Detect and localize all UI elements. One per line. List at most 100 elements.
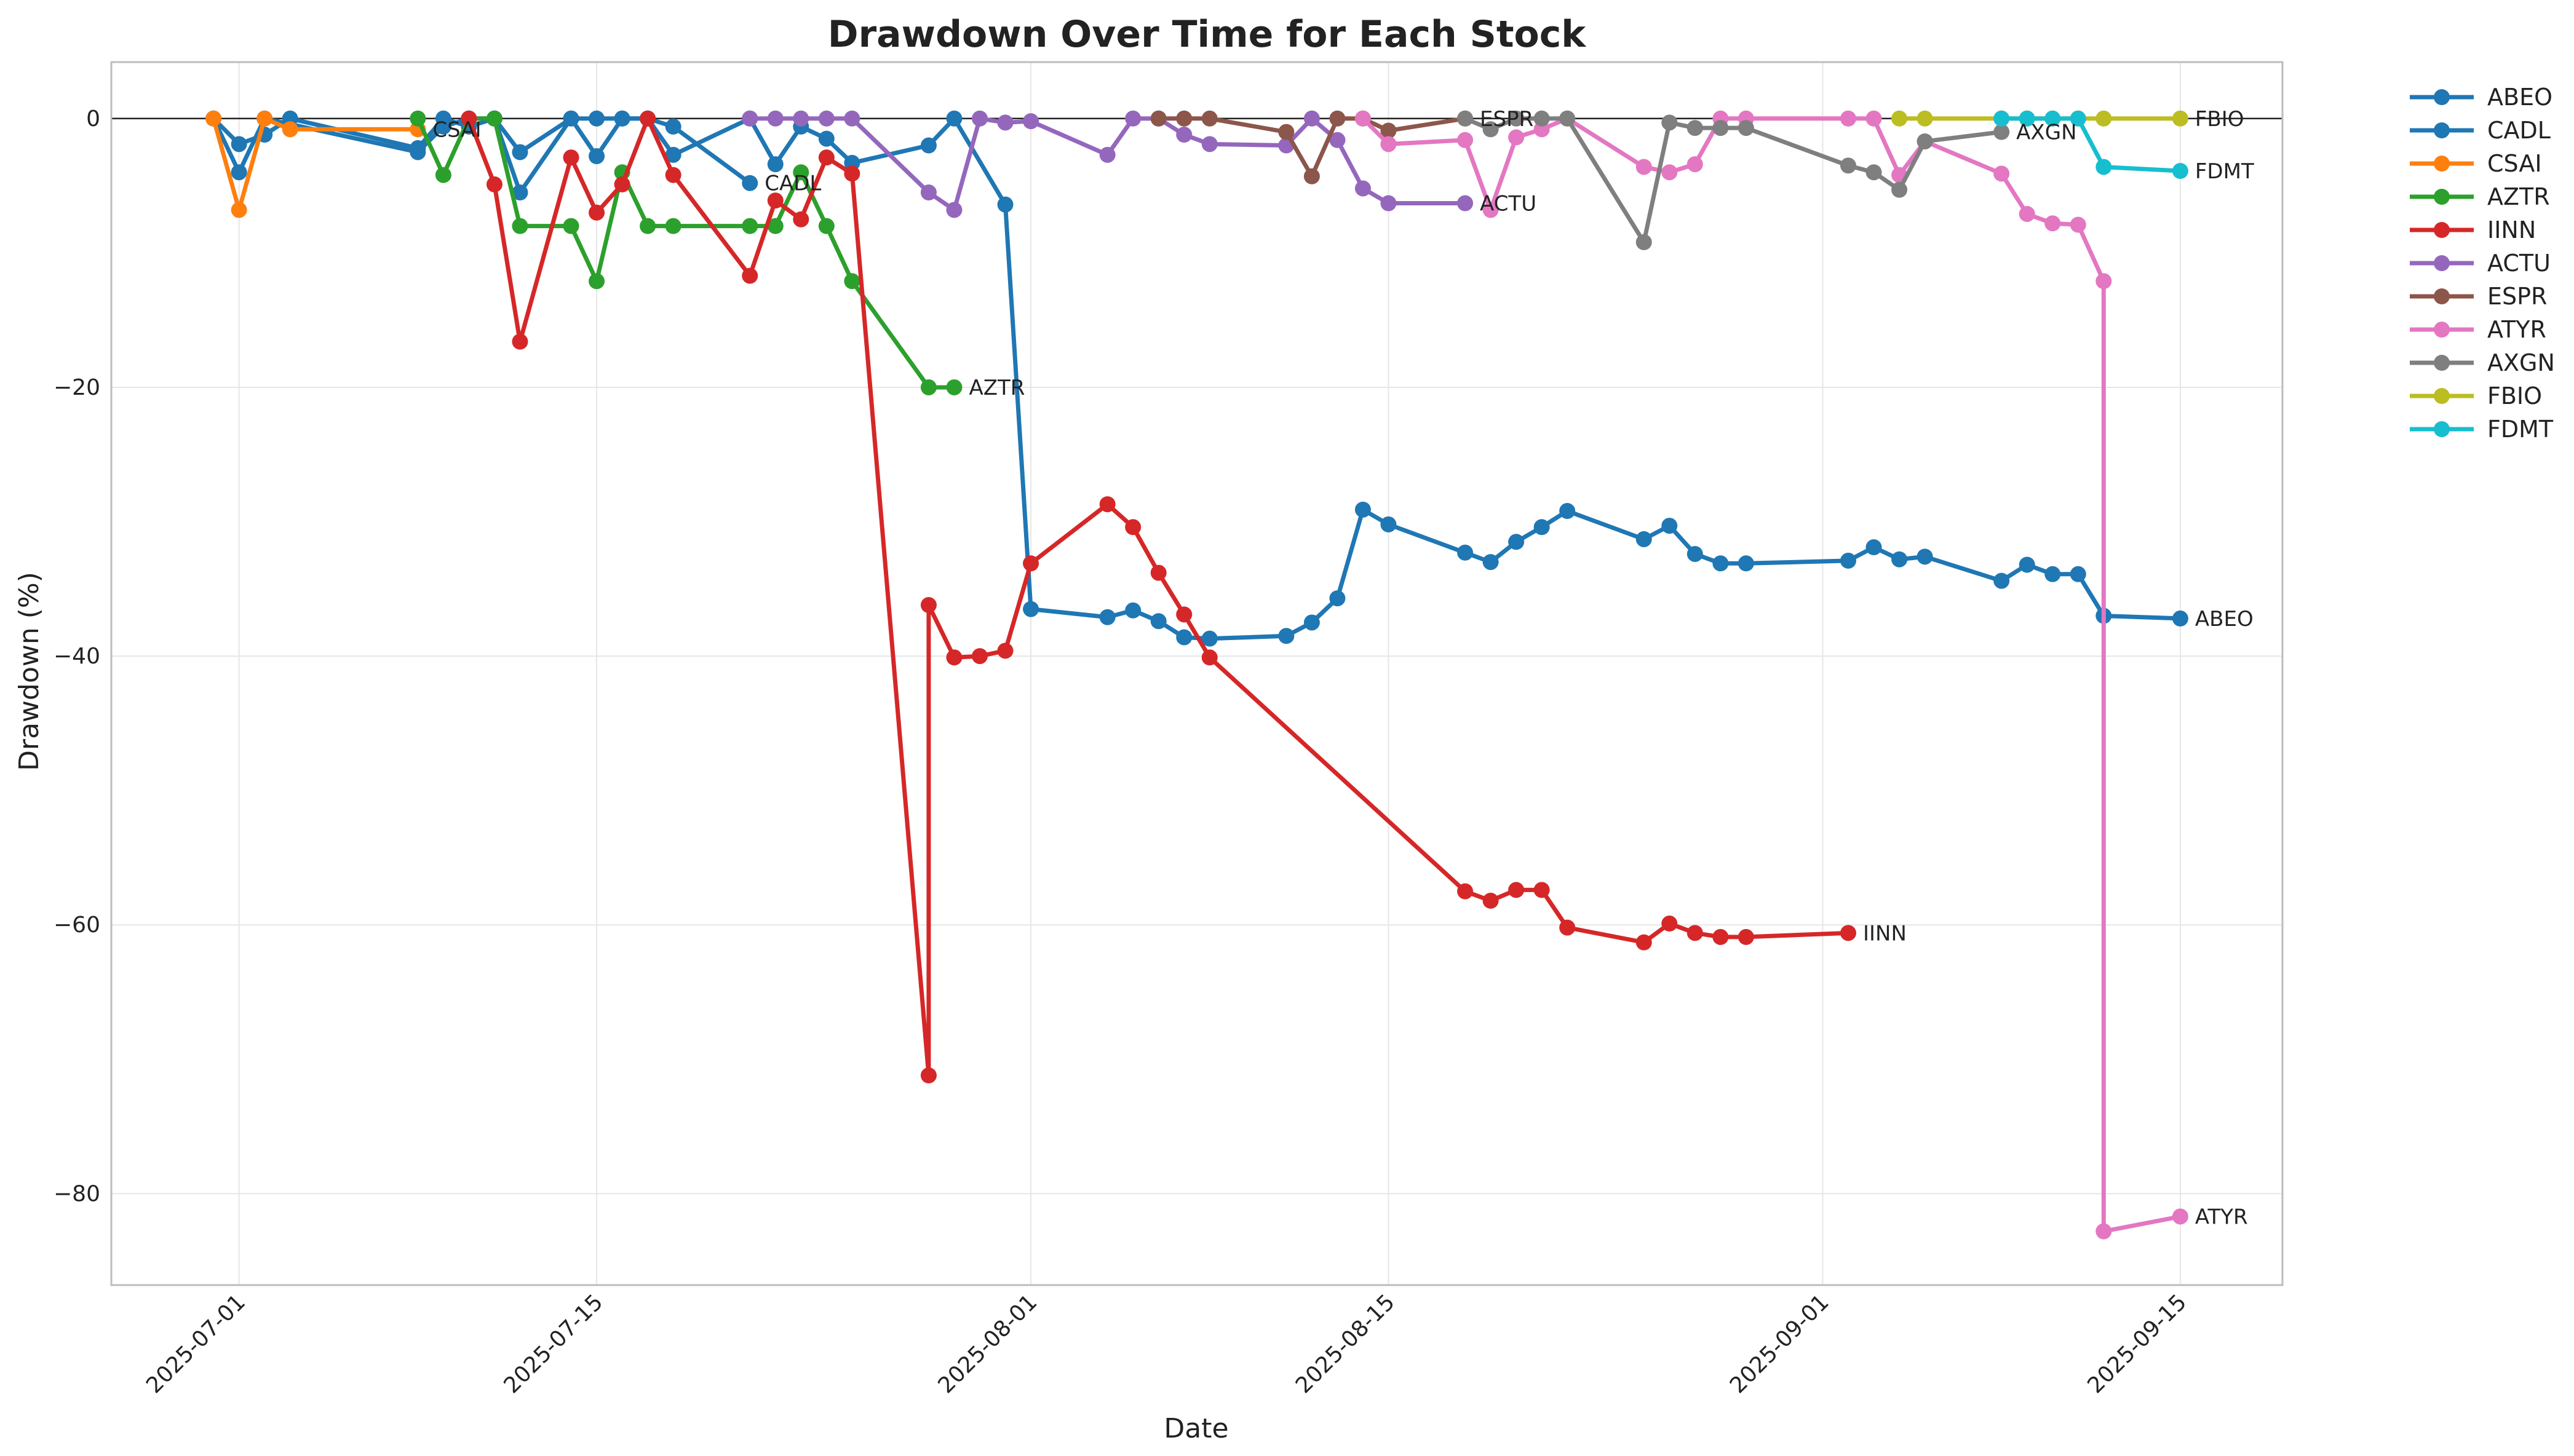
data-point [1023,601,1039,617]
data-point [1840,110,1856,127]
data-point [1482,202,1499,218]
data-point [742,175,758,191]
chart-title: Drawdown Over Time for Each Stock [828,13,1587,56]
y-tick-label: 0 [86,106,100,132]
data-point [1738,555,1754,572]
data-point [1125,602,1142,619]
data-point [1712,555,1729,572]
data-point [767,110,784,127]
data-point [282,121,298,138]
data-point [844,110,860,127]
data-point [742,218,758,234]
data-point [920,597,937,614]
data-point [793,164,809,181]
end-label-csai: CSAI [432,117,481,142]
data-point [1891,110,1908,127]
legend-label: AXGN [2487,349,2555,376]
data-point [1508,110,1525,127]
data-point [1125,110,1142,127]
legend: ABEO CADL CSAI AZTR IINN ACTU ESPR ATYR AXGN FBIO… [2410,84,2555,443]
legend-entry-axgn: AXGN [2410,349,2555,376]
data-point [640,110,656,127]
data-point [486,176,502,192]
data-point [410,110,426,127]
data-point [1993,124,2010,140]
end-label-atyr: ATYR [2195,1205,2248,1230]
data-point [1917,548,1933,565]
data-point [2095,273,2112,290]
data-point [231,164,247,181]
data-point [563,218,579,234]
data-point [1380,516,1397,532]
data-point [1482,892,1499,909]
end-label-aztr: AZTR [969,376,1025,400]
legend-label: ABEO [2487,84,2552,111]
data-point [1023,113,1039,130]
series-aztr [410,110,963,395]
data-point [1329,132,1346,148]
data-point [256,110,273,127]
series-fdmt [1993,110,2188,180]
data-point [512,218,528,234]
data-point [1559,110,1576,127]
data-point [972,648,988,665]
legend-entry-fdmt: FDMT [2410,416,2554,443]
data-point [1176,629,1193,646]
data-point [818,218,835,234]
data-point [1533,110,1550,127]
data-point [1661,916,1678,932]
data-point [1482,554,1499,571]
data-point [793,211,809,228]
legend-label: AZTR [2487,183,2550,210]
data-point [1686,925,1703,941]
data-point [920,379,937,395]
data-point [844,273,860,290]
data-point [1533,882,1550,898]
legend-swatch-marker [2434,122,2450,138]
data-point [231,136,247,152]
data-point [1125,519,1142,536]
data-point [563,149,579,166]
data-point [1686,156,1703,173]
data-point [793,110,809,127]
x-tick-label: 2025-08-15 [1291,1289,1400,1398]
data-point [818,149,835,166]
legend-swatch-marker [2434,355,2450,371]
data-point [920,137,937,154]
data-point [997,114,1014,131]
data-point [435,167,451,183]
data-point [1150,564,1167,581]
data-point [589,148,605,164]
end-label-espr: ESPR [1480,107,1533,132]
data-point [844,165,860,182]
data-point [1201,630,1218,647]
data-point [486,110,502,127]
data-point [2070,110,2086,127]
data-point [665,167,681,183]
data-point [1201,649,1218,666]
data-point [1686,545,1703,562]
data-point [1635,934,1652,951]
data-point [1303,110,1320,127]
legend-label: FBIO [2487,382,2542,410]
data-point [1508,534,1525,550]
data-point [1457,132,1474,148]
data-point [665,118,681,135]
legend-swatch-marker [2434,189,2450,205]
data-point [1150,613,1167,630]
data-point [1176,127,1193,143]
series-line-abeo [212,116,2181,641]
x-tick-label: 2025-09-15 [2083,1289,2191,1398]
legend-entry-atyr: ATYR [2410,316,2546,343]
data-point [1380,195,1397,212]
data-point [1891,551,1908,568]
data-point [920,1067,937,1084]
data-point [1329,110,1346,127]
legend-label: ESPR [2487,283,2547,310]
data-point [1508,129,1525,146]
data-point [818,130,835,147]
legend-swatch-marker [2434,288,2450,304]
data-point [1099,609,1116,625]
data-point [2044,110,2061,127]
data-point [1099,496,1116,513]
